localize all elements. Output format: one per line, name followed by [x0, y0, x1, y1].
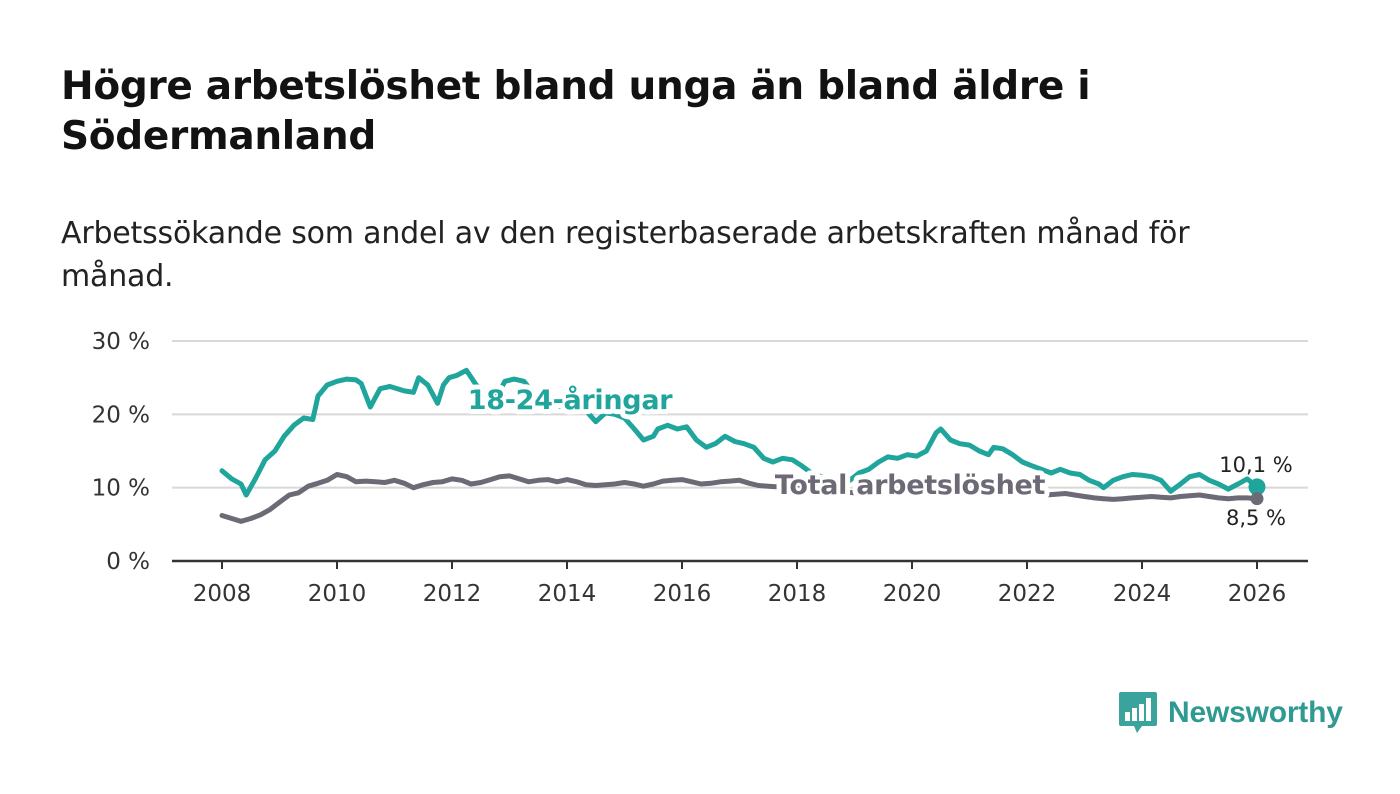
- newsworthy-logo[interactable]: Newsworthy: [1118, 690, 1343, 736]
- x-tick-label: 2018: [768, 581, 827, 607]
- total-end-point: [1250, 492, 1264, 506]
- x-tick-label: 2022: [998, 581, 1057, 607]
- total-series-line: [219, 472, 1260, 524]
- y-tick-label: 20 %: [92, 402, 150, 428]
- newsworthy-brand-text: Newsworthy: [1168, 696, 1343, 729]
- youth-series-label: 18-24-åringar: [468, 384, 674, 416]
- x-tick-label: 2026: [1228, 581, 1287, 607]
- x-tick-label: 2010: [308, 581, 367, 607]
- total-series-label: Total arbetslöshet: [775, 470, 1046, 501]
- newsworthy-logo-icon: [1119, 692, 1157, 733]
- x-tick-label: 2008: [193, 581, 252, 607]
- youth-series-line: [219, 367, 1260, 498]
- youth-end-value-label: 10,1 %: [1219, 453, 1292, 477]
- chart-title: Högre arbetslöshet bland unga än bland ä…: [61, 64, 1091, 159]
- chart-subtitle: Arbetssökande som andel av den registerb…: [61, 216, 1190, 294]
- x-tick-label: 2020: [883, 581, 942, 607]
- y-tick-label: 10 %: [92, 476, 150, 502]
- y-tick-label: 0 %: [106, 549, 150, 575]
- x-tick-label: 2024: [1113, 581, 1172, 607]
- x-tick-label: 2012: [423, 581, 482, 607]
- x-tick-label: 2016: [653, 581, 712, 607]
- y-tick-label: 30 %: [92, 329, 150, 355]
- x-tick-label: 2014: [538, 581, 597, 607]
- youth-end-point: [1248, 478, 1266, 496]
- total-end-value-label: 8,5 %: [1226, 506, 1286, 530]
